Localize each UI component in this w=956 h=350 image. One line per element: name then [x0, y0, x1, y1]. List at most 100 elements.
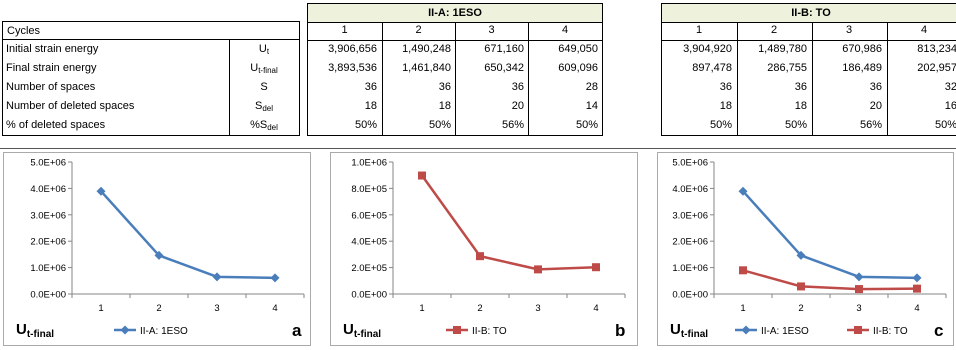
x-tick-label: 2	[477, 303, 482, 314]
data-point	[96, 186, 106, 196]
cycles-header-row: Cycles	[2, 21, 300, 40]
y-tick-label: 5.0E+06	[672, 158, 708, 169]
table-cell-b: 36	[794, 81, 807, 93]
table-cell-a: 650,342	[484, 62, 524, 74]
table-cell-a: 18	[438, 100, 451, 112]
y-tick-label: 5.0E+06	[30, 158, 66, 169]
table-cell-b: 18	[794, 100, 807, 112]
group-b-header: II-B: TO	[662, 4, 956, 23]
series-line	[100, 190, 276, 280]
labels-table	[2, 21, 300, 136]
row-symbol-subscript: del	[262, 104, 274, 113]
chart-panel-b: 0.0E+00 2.0E+05 4.0E+05 6.0E+05 8.0E+05 1.0E+…	[330, 152, 638, 346]
chart-c-svg: 0.0E+00 1.0E+06 2.0E+06 3.0E+06 4.0E+06 5.0E+…	[670, 158, 947, 340]
table-cell-b: 186,489	[842, 62, 882, 74]
table-cell-a: 28	[585, 81, 598, 93]
data-point	[854, 272, 864, 282]
y-axis-title-subscript: t-final	[27, 329, 54, 340]
table-cell-a: 36	[438, 81, 451, 93]
row-name: % of deleted spaces	[6, 119, 106, 131]
row-symbol: Ut	[258, 43, 270, 56]
table-cell-a: 671,160	[484, 43, 524, 55]
x-tick-label: 4	[914, 303, 919, 314]
chart-b-svg: 0.0E+00 2.0E+05 4.0E+05 6.0E+05 8.0E+05 1.0E+…	[343, 158, 626, 340]
y-axis-title-subscript: t-final	[681, 329, 708, 340]
x-tick-label: 2	[798, 303, 803, 314]
table-cell-b: 56%	[859, 119, 882, 131]
y-tick-label: 8.0E+05	[351, 184, 387, 195]
table-cell-b: 36	[869, 81, 882, 93]
table-cell-b: 50%	[709, 119, 732, 131]
y-tick-label: 3.0E+06	[672, 210, 708, 221]
a-cycle-3: 3	[488, 24, 495, 36]
panel-letter: c	[934, 321, 943, 340]
data-point	[796, 250, 806, 260]
b-cycle-1: 1	[695, 24, 703, 36]
row-symbol: %Sdel	[250, 119, 278, 132]
data-point	[912, 273, 922, 283]
data-point	[738, 186, 748, 196]
b-cycle-2: 2	[770, 24, 778, 36]
table-cell-b: 16	[944, 100, 956, 112]
table-cell-a: 1,461,840	[402, 62, 451, 74]
table-cell-b: 50%	[934, 119, 956, 131]
data-point	[418, 171, 426, 180]
row-name: Number of deleted spaces	[6, 100, 135, 112]
panel-letter: b	[615, 321, 625, 340]
b-cycle-4: 4	[920, 24, 928, 36]
data-point	[855, 285, 863, 294]
x-tick-label: 2	[156, 303, 161, 314]
y-tick-label: 4.0E+06	[672, 184, 708, 195]
y-tick-label: 4.0E+05	[351, 237, 387, 248]
row-symbol: Ut-final	[250, 62, 278, 75]
data-point	[212, 272, 222, 282]
table-cell-b: 20	[869, 100, 882, 112]
x-tick-label: 3	[856, 303, 861, 314]
data-point	[270, 273, 280, 283]
y-tick-label: 2.0E+05	[351, 263, 387, 274]
row-name: Final strain energy	[6, 62, 97, 74]
series-line	[742, 190, 918, 280]
row-name: Number of spaces	[6, 81, 96, 93]
row-name: Initial strain energy	[6, 43, 99, 55]
y-tick-label: 3.0E+06	[30, 210, 66, 221]
table-cell-b: 50%	[784, 119, 807, 131]
legend-label: II-B: TO	[873, 326, 908, 337]
x-tick-label: 4	[272, 303, 277, 314]
y-tick-label: 6.0E+05	[351, 210, 387, 221]
table-cell-b: 813,234	[917, 43, 956, 55]
table-cell-b: 3,904,920	[683, 43, 732, 55]
b-cycle-3: 3	[845, 24, 853, 36]
y-tick-label: 4.0E+06	[30, 184, 66, 195]
data-point	[741, 325, 751, 335]
y-tick-label: 2.0E+06	[672, 237, 708, 248]
row-symbol-subscript: t	[266, 47, 270, 56]
data-point	[913, 284, 921, 293]
row-symbol: Sdel	[254, 100, 274, 113]
table-cell-a: 50%	[575, 119, 598, 131]
table-cell-a: 20	[511, 100, 524, 112]
table-cell-a: 36	[511, 81, 524, 93]
a-cycle-1: 1	[341, 24, 348, 36]
table-cell-a: 50%	[354, 119, 377, 131]
row-symbol-subscript: t-final	[258, 66, 278, 75]
table-cell-a: 36	[364, 81, 377, 93]
x-tick-label: 3	[214, 303, 219, 314]
data-point	[453, 326, 461, 334]
group-b-table: II-B: TO	[661, 3, 956, 136]
table-cell-a: 18	[364, 100, 377, 112]
chart-a-svg: 0.0E+00 1.0E+06 2.0E+06 3.0E+06 4.0E+06 5.0E+…	[16, 158, 305, 340]
data-point	[592, 263, 600, 272]
table-cell-a: 1,490,248	[402, 43, 451, 55]
y-axis-title-subscript: t-final	[354, 329, 381, 340]
row-symbol: S	[260, 81, 268, 93]
legend-label: II-A: 1ESO	[761, 326, 809, 337]
y-axis-title: Ut-final	[343, 321, 381, 340]
x-tick-label: 1	[98, 303, 103, 314]
table-cell-a: 14	[585, 100, 598, 112]
table-cell-a: 649,050	[558, 43, 598, 55]
y-tick-label: 1.0E+06	[351, 158, 387, 169]
series-line	[742, 269, 918, 291]
table-cell-b: 32	[944, 81, 956, 93]
table-cell-b: 18	[719, 100, 732, 112]
